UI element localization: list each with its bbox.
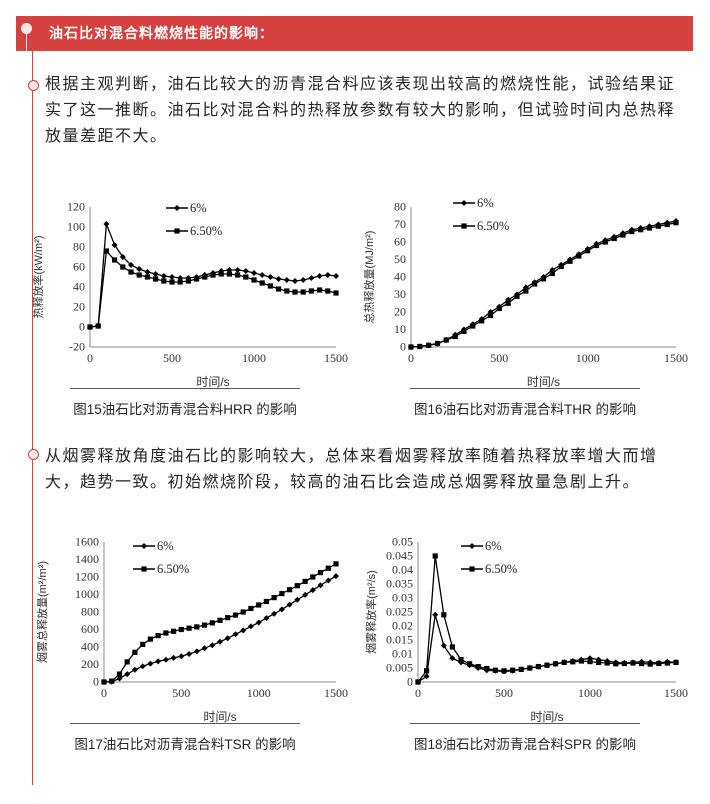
svg-text:80: 80 xyxy=(394,199,406,213)
svg-text:1500: 1500 xyxy=(664,351,688,365)
svg-text:0.04: 0.04 xyxy=(392,562,413,576)
svg-text:-20: -20 xyxy=(69,339,85,353)
svg-text:70: 70 xyxy=(394,217,406,231)
svg-text:500: 500 xyxy=(490,351,508,365)
svg-text:30: 30 xyxy=(394,287,406,301)
svg-text:1600: 1600 xyxy=(75,534,99,548)
svg-text:0: 0 xyxy=(415,686,421,700)
svg-text:0.05: 0.05 xyxy=(392,534,413,548)
svg-text:0.03: 0.03 xyxy=(392,590,413,604)
svg-text:500: 500 xyxy=(163,351,181,365)
svg-text:1500: 1500 xyxy=(324,686,348,700)
svg-text:6%: 6% xyxy=(477,196,494,210)
svg-text:1500: 1500 xyxy=(664,686,688,700)
svg-text:6.50%: 6.50% xyxy=(190,224,222,238)
svg-text:时间/s: 时间/s xyxy=(196,375,229,389)
svg-text:1500: 1500 xyxy=(324,351,348,365)
svg-text:0.005: 0.005 xyxy=(386,660,413,674)
svg-text:10: 10 xyxy=(394,322,406,336)
svg-text:0: 0 xyxy=(93,674,99,688)
svg-text:0.045: 0.045 xyxy=(386,548,413,562)
svg-text:200: 200 xyxy=(81,657,99,671)
svg-text:总热释放量(MJ/m²): 总热释放量(MJ/m²) xyxy=(362,231,376,324)
svg-text:0: 0 xyxy=(87,351,93,365)
svg-text:1200: 1200 xyxy=(75,569,99,583)
svg-text:6%: 6% xyxy=(485,539,502,553)
svg-text:0: 0 xyxy=(408,351,414,365)
svg-text:0: 0 xyxy=(400,339,406,353)
svg-text:1000: 1000 xyxy=(75,587,99,601)
svg-text:0.02: 0.02 xyxy=(392,618,413,632)
svg-text:400: 400 xyxy=(81,639,99,653)
svg-text:40: 40 xyxy=(394,269,406,283)
svg-text:时间/s: 时间/s xyxy=(530,710,563,724)
svg-text:烟雾释放率(m²/s): 烟雾释放率(m²/s) xyxy=(364,570,378,654)
svg-text:120: 120 xyxy=(67,199,85,213)
svg-text:0.035: 0.035 xyxy=(386,576,413,590)
svg-text:0: 0 xyxy=(407,674,413,688)
svg-text:20: 20 xyxy=(73,299,85,313)
svg-text:600: 600 xyxy=(81,622,99,636)
svg-text:烟雾总释放量(m²/m²): 烟雾总释放量(m²/m²) xyxy=(35,561,49,663)
svg-text:0: 0 xyxy=(101,686,107,700)
svg-text:6.50%: 6.50% xyxy=(477,219,509,233)
svg-text:500: 500 xyxy=(172,686,190,700)
svg-text:50: 50 xyxy=(394,252,406,266)
svg-text:800: 800 xyxy=(81,604,99,618)
svg-text:60: 60 xyxy=(73,259,85,273)
svg-text:1000: 1000 xyxy=(247,686,271,700)
svg-text:6.50%: 6.50% xyxy=(157,562,189,576)
svg-text:0.015: 0.015 xyxy=(386,632,413,646)
svg-text:20: 20 xyxy=(394,304,406,318)
svg-text:1000: 1000 xyxy=(576,351,600,365)
svg-text:80: 80 xyxy=(73,239,85,253)
svg-text:时间/s: 时间/s xyxy=(527,375,560,389)
svg-text:40: 40 xyxy=(73,279,85,293)
svg-text:1000: 1000 xyxy=(578,686,602,700)
svg-text:6.50%: 6.50% xyxy=(485,562,517,576)
svg-text:6%: 6% xyxy=(157,539,174,553)
svg-text:500: 500 xyxy=(495,686,513,700)
svg-text:6%: 6% xyxy=(190,201,207,215)
svg-text:1000: 1000 xyxy=(242,351,266,365)
svg-text:0.01: 0.01 xyxy=(392,646,413,660)
svg-text:1400: 1400 xyxy=(75,552,99,566)
svg-text:0: 0 xyxy=(79,319,85,333)
svg-text:60: 60 xyxy=(394,234,406,248)
svg-text:0.025: 0.025 xyxy=(386,604,413,618)
svg-text:时间/s: 时间/s xyxy=(203,710,236,724)
svg-text:热释放率(kW/m²): 热释放率(kW/m²) xyxy=(31,235,45,318)
svg-text:100: 100 xyxy=(67,219,85,233)
